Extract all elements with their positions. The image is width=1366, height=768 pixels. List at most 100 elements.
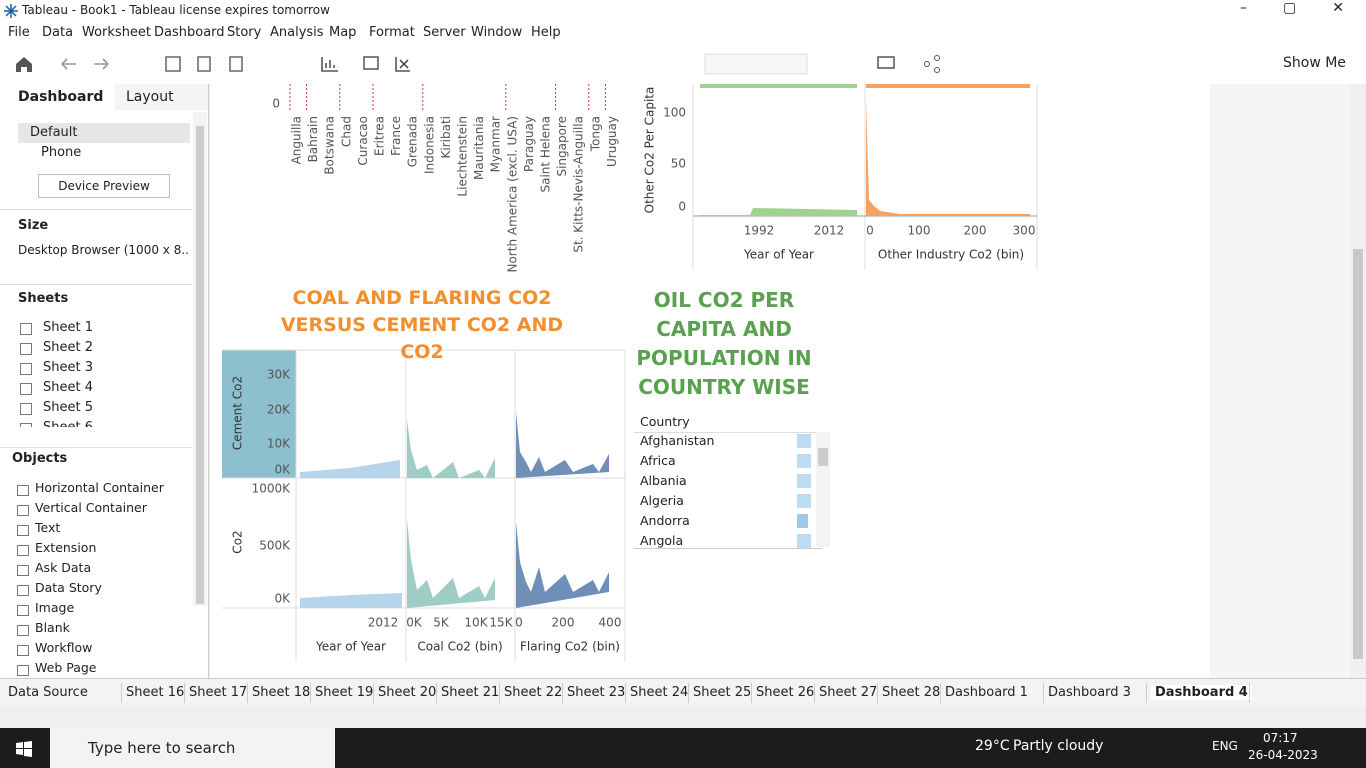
country-label: Bahrain (306, 116, 320, 162)
sheet-item[interactable]: Sheet 6 (43, 420, 93, 427)
x-tick-label: 5K (433, 616, 450, 630)
object-item[interactable]: Ask Data (35, 560, 92, 575)
device-preview-button[interactable]: Device Preview (38, 174, 170, 198)
sheet-tab[interactable]: Sheet 28 (882, 685, 941, 700)
object-item[interactable]: Vertical Container (35, 500, 147, 515)
area (407, 520, 495, 608)
sheet-tab[interactable]: Sheet 25 (693, 685, 752, 700)
x-tick-label: 0 (866, 224, 874, 238)
country-label: Mauritania (472, 116, 486, 180)
menu-item[interactable]: File (8, 25, 30, 40)
sheet-item[interactable]: Sheet 4 (43, 380, 93, 395)
country-row[interactable]: Albania (640, 473, 687, 488)
device-option[interactable]: Phone (41, 145, 82, 160)
sheet-tab[interactable]: Sheet 18 (252, 685, 311, 700)
sheet-tab[interactable]: Sheet 17 (189, 685, 248, 700)
menu-item[interactable]: Worksheet (82, 25, 152, 40)
sheet-list: Sheet 1 Sheet 2 Sheet 3 Sheet 4 Sheet 5 Sheet… (0, 314, 192, 427)
column-title: Flaring Co2 (bin) (520, 640, 620, 654)
x-tick-label: 400 (599, 616, 622, 630)
sheet-tab[interactable]: Sheet 20 (378, 685, 437, 700)
sheet-tab[interactable]: Data Source (8, 685, 88, 700)
country-row[interactable]: Afghanistan (640, 433, 715, 448)
object-item[interactable]: Workflow (35, 640, 93, 655)
panel-tab-active[interactable]: Dashboard (18, 89, 104, 105)
search-box[interactable] (50, 728, 335, 768)
menu-item[interactable]: Analysis (270, 25, 324, 40)
panel-tab[interactable]: Layout (115, 84, 208, 110)
country-label: Liechtenstein (456, 116, 470, 197)
temperature: 29°C (975, 738, 1010, 754)
country-row[interactable]: Algeria (640, 493, 684, 508)
menu-item[interactable]: Format (369, 25, 415, 40)
vertical-scrollbar[interactable] (1350, 84, 1366, 678)
object-item[interactable]: Extension (35, 540, 97, 555)
chart-title: COAL AND FLARING CO2 VERSUS CEMENT CO2 A… (280, 287, 564, 363)
search-placeholder: Type here to search (88, 739, 236, 757)
menu-item[interactable]: Map (329, 25, 357, 40)
y-tick-label: 30K (267, 368, 291, 382)
country-label: Indonesia (422, 116, 436, 174)
menu-item[interactable]: Server (423, 25, 466, 40)
country-swatch (797, 454, 811, 468)
tab-separator (1146, 683, 1147, 703)
object-item[interactable]: Web Page (35, 660, 97, 675)
axis-title: Other Industry Co2 (bin) (878, 248, 1024, 262)
show-me-button[interactable]: Show Me (1283, 55, 1346, 71)
start-button[interactable] (16, 741, 32, 757)
sheet-tab[interactable]: Sheet 21 (441, 685, 500, 700)
sheet-item[interactable]: Sheet 3 (43, 360, 93, 375)
country-row[interactable]: Angola (640, 533, 684, 548)
y-tick-label: 1000K (252, 482, 292, 496)
sheet-tab[interactable]: Dashboard 4 (1151, 685, 1252, 700)
x-tick-label: 10K (464, 616, 488, 630)
sheet-tab[interactable]: Sheet 22 (504, 685, 563, 700)
country-label: Curacao (356, 116, 370, 166)
window-controls[interactable]: –▢✕ (1240, 0, 1366, 16)
sheet-tab[interactable]: Sheet 23 (567, 685, 626, 700)
sheet-tab[interactable]: Dashboard 1 (945, 685, 1028, 700)
clock-time: 07:17 (1263, 731, 1298, 745)
sheet-tab[interactable]: Sheet 19 (315, 685, 374, 700)
country-row[interactable]: Africa (640, 453, 676, 468)
object-icon (17, 545, 29, 556)
device-option[interactable]: Default (30, 125, 78, 140)
menu-item[interactable]: Help (531, 25, 561, 40)
menu-item[interactable]: Story (227, 25, 262, 40)
sheet-item[interactable]: Sheet 5 (43, 400, 93, 415)
object-item[interactable]: Data Story (35, 580, 102, 595)
object-item[interactable]: Image (35, 600, 75, 615)
sheet-tab[interactable]: Sheet 24 (630, 685, 689, 700)
x-tick-label: 15K (489, 616, 513, 630)
axis-title: Other Co2 Per Capita (643, 87, 657, 214)
sheet-tab[interactable]: Sheet 16 (126, 685, 185, 700)
sheet-tab[interactable]: Sheet 26 (756, 685, 815, 700)
sheet-tab[interactable]: Dashboard 3 (1048, 685, 1131, 700)
tab-separator (688, 683, 689, 703)
toolbar-icons (16, 53, 940, 75)
side-panel: Dashboard Layout Default Phone Device Previe… (0, 84, 209, 678)
tab-separator (184, 683, 185, 703)
menu-item[interactable]: Dashboard (154, 25, 225, 40)
country-swatch (797, 514, 808, 528)
object-icon (17, 585, 29, 596)
country-row[interactable]: Andorra (640, 513, 690, 528)
size-dropdown[interactable]: Desktop Browser (1000 x 8... (18, 243, 190, 257)
sheet-item[interactable]: Sheet 2 (43, 340, 93, 355)
sheet-tab[interactable]: Sheet 27 (819, 685, 878, 700)
y-tick-label: 0K (274, 592, 291, 606)
sheet-item[interactable]: Sheet 1 (43, 320, 93, 335)
y-tick-label: 50 (671, 157, 686, 171)
object-item[interactable]: Horizontal Container (35, 480, 164, 495)
menu-item[interactable]: Window (471, 25, 523, 40)
sheet-icon (20, 383, 32, 395)
section-heading: Objects (12, 451, 68, 466)
sheet-tabs: Data Source Sheet 16 Sheet 17 Sheet 18 Sheet… (0, 678, 1366, 707)
axis-title: Year of Year (743, 248, 814, 262)
menu-item[interactable]: Data (42, 25, 74, 40)
object-item[interactable]: Text (35, 520, 61, 535)
area (407, 420, 495, 478)
tab-separator (499, 683, 500, 703)
object-item[interactable]: Blank (35, 620, 70, 635)
